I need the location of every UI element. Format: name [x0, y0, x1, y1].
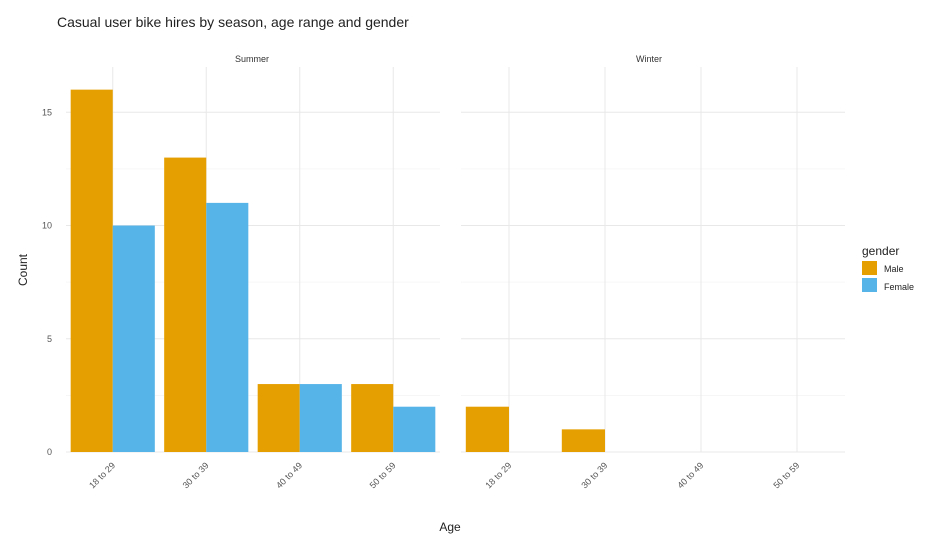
bar-summer-female-18-to-29 — [112, 225, 155, 452]
legend: gender Male Female — [862, 244, 914, 292]
legend-label-male: Male — [884, 264, 904, 274]
bar-summer-male-18-to-29 — [70, 89, 113, 452]
facet-label-winter: Winter — [636, 54, 662, 64]
x-tick-label-winter-50-to-59: 50 to 59 — [771, 460, 801, 490]
y-tick-label-5: 5 — [47, 334, 52, 344]
x-tick-label-winter-40-to-49: 40 to 49 — [675, 460, 705, 490]
x-tick-label-summer-40-to-49: 40 to 49 — [274, 460, 304, 490]
legend-label-female: Female — [884, 282, 914, 292]
bar-summer-female-40-to-49 — [299, 384, 342, 452]
x-axis-title: Age — [439, 520, 461, 534]
x-tick-label-winter-30-to-39: 30 to 39 — [579, 460, 609, 490]
y-axis-title: Count — [16, 253, 30, 286]
bar-summer-female-30-to-39 — [206, 202, 249, 452]
y-tick-label-15: 15 — [42, 107, 52, 117]
x-tick-label-summer-30-to-39: 30 to 39 — [181, 460, 211, 490]
x-tick-label-winter-18-to-29: 18 to 29 — [483, 460, 513, 490]
legend-title: gender — [862, 244, 899, 258]
bar-winter-male-30-to-39 — [561, 429, 605, 452]
facet-label-summer: Summer — [235, 54, 269, 64]
chart-title: Casual user bike hires by season, age ra… — [57, 14, 409, 30]
bar-winter-male-18-to-29 — [465, 406, 509, 452]
facet-panel-winter: Winter 18 to 29 30 to 39 40 to 49 50 to 59 — [461, 54, 845, 490]
legend-swatch-male — [862, 261, 877, 275]
x-tick-label-summer-50-to-59: 50 to 59 — [368, 460, 398, 490]
y-tick-label-0: 0 — [47, 447, 52, 457]
legend-swatch-female — [862, 278, 877, 292]
bar-summer-male-50-to-59 — [351, 384, 394, 452]
bar-summer-female-50-to-59 — [393, 406, 436, 452]
y-tick-label-10: 10 — [42, 221, 52, 231]
x-tick-label-summer-18-to-29: 18 to 29 — [87, 460, 117, 490]
bar-summer-male-40-to-49 — [257, 384, 300, 452]
facet-panel-summer: Summer 18 to 29 30 to 39 40 to 49 50 to 59 0… — [42, 54, 440, 490]
bar-summer-male-30-to-39 — [164, 157, 207, 452]
